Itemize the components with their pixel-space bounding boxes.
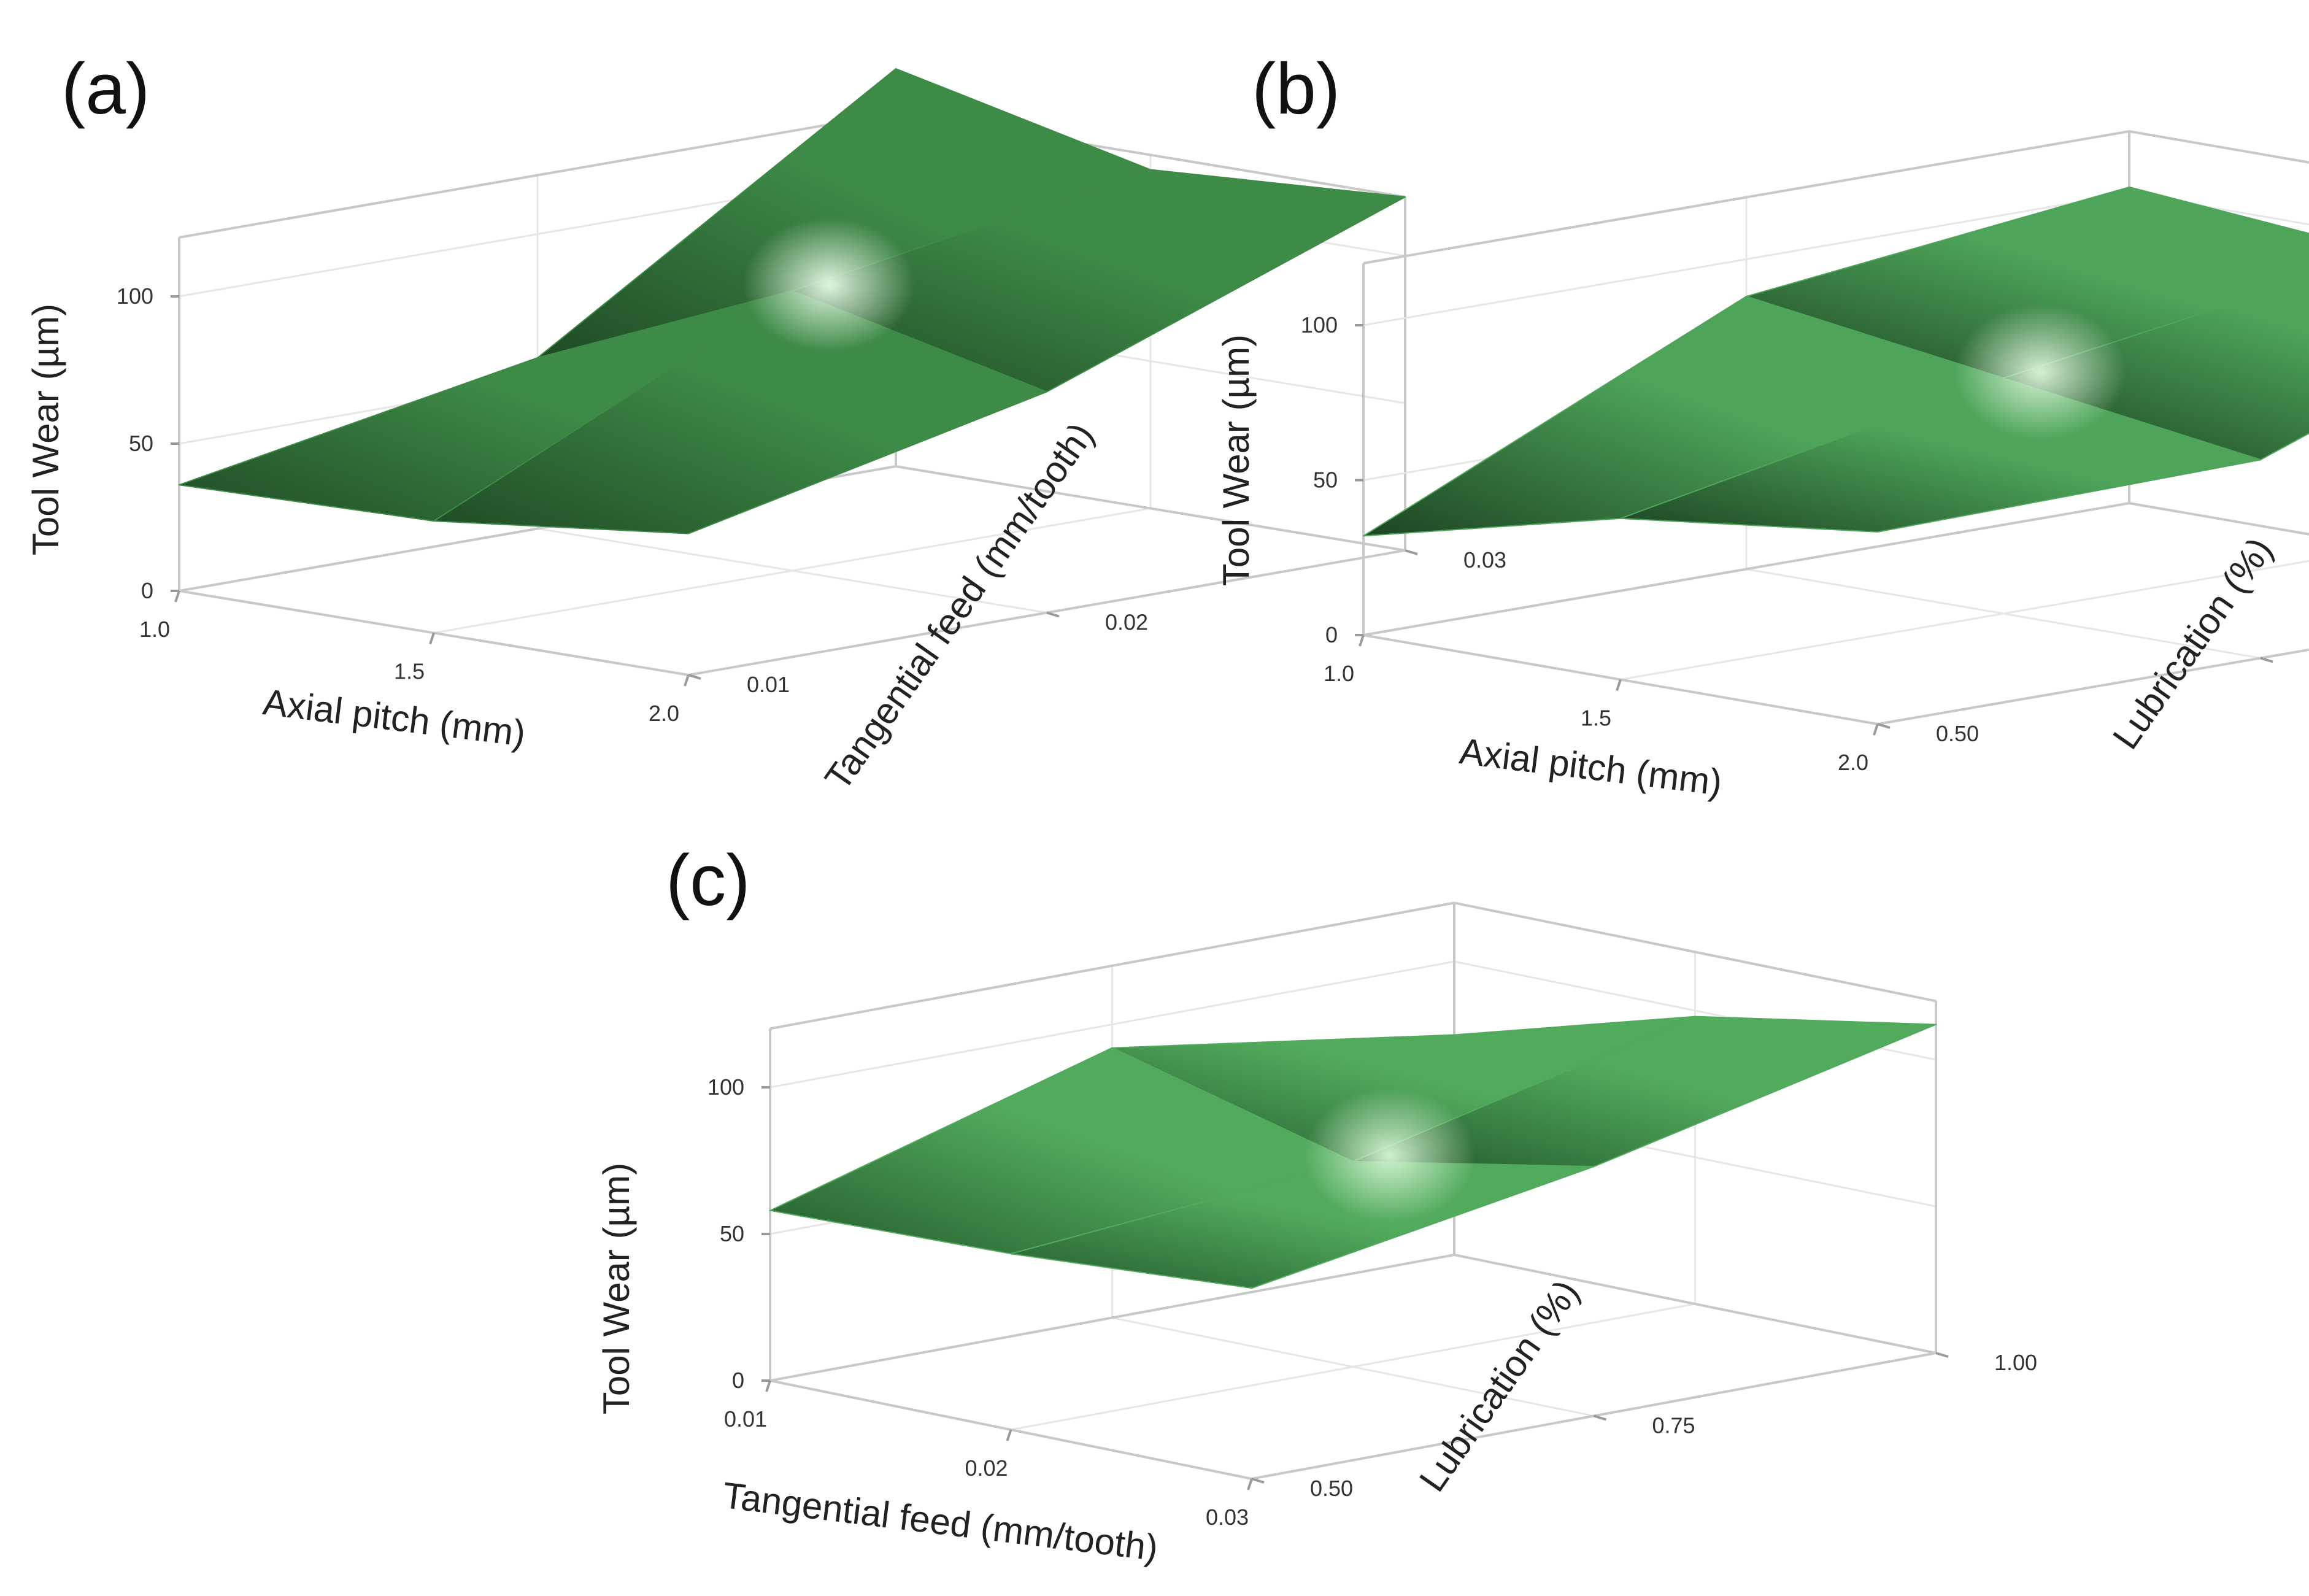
x-tick-label: 1.0 — [139, 617, 170, 642]
surface-patch — [433, 290, 1047, 534]
x-tick-mark — [684, 674, 690, 687]
x-tick-label: 1.0 — [1324, 661, 1354, 686]
axis-box-edge — [1877, 648, 2309, 725]
axis-box-edge — [1454, 1254, 1937, 1354]
panel-a: 0 50 100 1.0 1.5 2.0 0.01 0.02 0.03 Axial pitch (… — [25, 48, 1506, 798]
z-tick-label: 50 — [1313, 468, 1338, 493]
axis-box-edge — [769, 901, 1455, 1030]
x-tick-label: 0.03 — [1206, 1505, 1249, 1530]
x-axis-title: Axial pitch (mm) — [1457, 730, 1724, 803]
axis-box-edge — [179, 112, 896, 239]
y-tick-mark — [1251, 1478, 1265, 1484]
surface-highlight — [743, 217, 915, 352]
surface-highlight — [1304, 1087, 1476, 1223]
panel-c: 0 50 100 0.01 0.02 0.03 0.50 0.75 1.00 Tangential… — [596, 840, 2037, 1568]
axis-box-edge — [1363, 502, 2130, 636]
z-tick-label: 50 — [720, 1221, 744, 1246]
x-tick-mark — [429, 632, 435, 645]
x-axis-title: Axial pitch (mm) — [261, 681, 528, 754]
y-tick-mark — [688, 674, 701, 680]
x-tick-mark — [1873, 723, 1879, 736]
axis-box-edge — [769, 1254, 1455, 1382]
z-tick-label: 50 — [129, 431, 153, 456]
axis-box-edge — [2129, 130, 2309, 164]
y-tick-label: 0.75 — [1652, 1413, 1695, 1438]
x-tick-mark — [1616, 679, 1622, 692]
panel-label: (b) — [1252, 48, 1340, 129]
z-tick-label: 100 — [707, 1074, 744, 1100]
x-tick-label: 2.0 — [649, 701, 679, 726]
x-tick-mark — [1006, 1429, 1012, 1441]
z-axis-title: Tool Wear (µm) — [596, 1163, 637, 1414]
z-tick-label: 0 — [141, 578, 153, 603]
floor-gridline — [537, 528, 1047, 614]
x-tick-label: 1.5 — [394, 659, 425, 684]
x-tick-mark — [765, 1380, 771, 1392]
y-tick-mark — [1935, 1352, 1949, 1358]
y-tick-label: 0.50 — [1936, 721, 1979, 746]
x-tick-label: 2.0 — [1838, 750, 1868, 775]
z-tick-label: 100 — [117, 283, 153, 309]
panel-label: (c) — [666, 840, 750, 921]
y-tick-label: 1.00 — [1994, 1350, 2037, 1375]
axis-box-edge — [1363, 130, 2130, 264]
z-tick-label: 0 — [1325, 622, 1338, 647]
y-axis-title: Lubrication (%) — [1411, 1273, 1587, 1499]
y-tick-mark — [1877, 723, 1891, 729]
z-tick-label: 0 — [732, 1368, 744, 1393]
surface — [1363, 186, 2309, 537]
surface — [769, 1016, 1937, 1289]
y-tick-label: 0.03 — [1463, 547, 1506, 572]
floor-gridline — [1112, 1317, 1594, 1417]
y-tick-mark — [1405, 549, 1418, 555]
axis-box-edge — [895, 465, 1406, 552]
x-tick-mark — [1359, 634, 1365, 647]
axis-box-edge — [1454, 901, 1937, 1003]
x-tick-label: 0.01 — [724, 1406, 767, 1432]
surface — [179, 68, 1406, 534]
panel-label: (a) — [61, 48, 150, 129]
z-axis-title: Tool Wear (µm) — [25, 304, 66, 555]
floor-gridline — [1877, 649, 2309, 725]
x-tick-label: 0.02 — [965, 1455, 1008, 1481]
y-tick-mark — [1046, 611, 1060, 618]
x-tick-label: 1.5 — [1581, 706, 1611, 731]
y-tick-label: 0.01 — [747, 672, 790, 697]
x-tick-mark — [1247, 1478, 1253, 1490]
y-tick-mark — [1593, 1414, 1607, 1421]
axis-box-edge — [2129, 502, 2309, 536]
y-tick-label: 0.50 — [1310, 1476, 1353, 1501]
z-axis-title: Tool Wear (µm) — [1216, 334, 1257, 586]
back-wall-gridline — [2129, 192, 2309, 226]
surface-highlight — [1954, 304, 2126, 440]
floor-gridline — [1746, 568, 2261, 659]
z-tick-label: 100 — [1301, 312, 1338, 337]
y-tick-label: 0.02 — [1105, 610, 1148, 635]
x-axis-title: Tangential feed (mm/tooth) — [720, 1475, 1160, 1568]
y-tick-mark — [2260, 657, 2273, 663]
y-axis-title: Lubrication (%) — [2105, 530, 2280, 757]
x-tick-mark — [174, 590, 180, 603]
